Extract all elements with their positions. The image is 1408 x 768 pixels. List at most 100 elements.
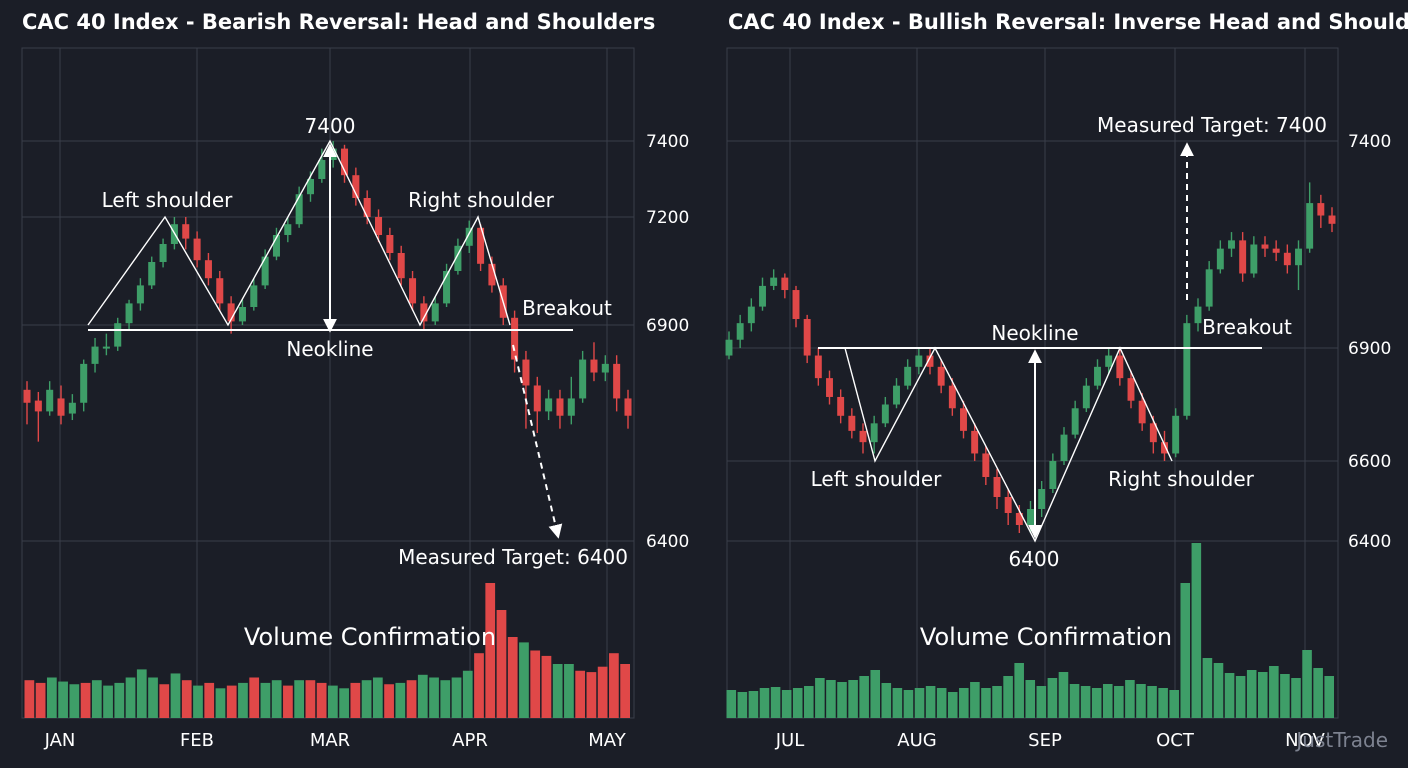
candle-body: [352, 175, 360, 198]
volume-bar: [485, 583, 496, 718]
candle-body: [148, 262, 156, 286]
candle-body: [272, 235, 280, 257]
volume-bar: [970, 682, 980, 718]
candle-body: [250, 285, 258, 307]
volume-bar: [215, 688, 226, 718]
volume-bar: [361, 680, 372, 718]
volume-bar: [1080, 686, 1091, 718]
volume-bar: [462, 670, 473, 718]
candle-body: [736, 323, 744, 340]
candle-body: [624, 398, 632, 416]
volume-bar: [193, 685, 203, 718]
volume-bar: [575, 670, 586, 718]
volume-bar: [1302, 650, 1312, 718]
candle-body: [1250, 244, 1258, 274]
candle-body: [993, 477, 1001, 497]
candle-body: [80, 363, 88, 403]
candle-body: [1082, 385, 1090, 409]
volume-bar: [936, 688, 947, 718]
volume-bar: [1047, 678, 1058, 718]
candle-body: [848, 415, 856, 431]
candle-body: [511, 317, 519, 360]
volume-bar: [597, 666, 608, 718]
volume-bar: [837, 682, 847, 718]
volume-bar: [46, 677, 57, 718]
x-tick-label: SEP: [1028, 730, 1062, 751]
volume-bar: [249, 677, 260, 718]
volume-bar: [848, 680, 858, 718]
candle-body: [204, 260, 212, 279]
x-tick-label: FEB: [180, 730, 214, 751]
volume-bar: [1191, 543, 1202, 718]
volume-bar: [305, 680, 316, 718]
y-tick-label: 7200: [646, 208, 689, 228]
watermark: JustTrade: [1296, 728, 1388, 752]
volume-bar: [609, 653, 619, 718]
candle-body: [261, 256, 269, 286]
candle-body: [1161, 442, 1168, 454]
candle-body: [915, 355, 923, 367]
volume-bar: [892, 688, 903, 718]
volume-bar: [58, 681, 68, 718]
candle-body: [363, 198, 371, 217]
volume-bar: [260, 682, 271, 718]
left-shoulder-label: Left shoulder: [811, 467, 943, 491]
volume-bar: [125, 677, 136, 718]
volume-bar: [1114, 686, 1124, 718]
candle-body: [488, 263, 496, 286]
candle-body: [34, 400, 42, 412]
candle-body: [114, 323, 122, 347]
candle-body: [545, 398, 553, 412]
candle-body: [454, 245, 462, 271]
x-tick-label: JUL: [775, 730, 805, 751]
chart-title-bearish: CAC 40 Index - Bearish Reversal: Head an…: [22, 10, 656, 34]
candle-body: [477, 227, 485, 264]
volume-bar: [1246, 670, 1257, 718]
candle-body: [306, 179, 315, 195]
candle-body: [601, 363, 609, 373]
candle-body: [193, 238, 201, 261]
left-shoulder-label: Left shoulder: [102, 188, 234, 212]
volume-bar: [440, 680, 451, 718]
candle-body: [1149, 423, 1157, 443]
volume-bar: [1014, 663, 1024, 718]
candle-body: [948, 385, 956, 409]
volume-bar: [384, 684, 394, 718]
volume-bar: [339, 688, 349, 718]
candle-body: [870, 423, 878, 443]
y-tick-label: 6900: [646, 316, 689, 336]
y-tick-label: 6600: [1348, 452, 1391, 472]
y-tick-label: 6400: [646, 532, 689, 552]
volume-bar: [417, 674, 428, 718]
volume-bar: [69, 684, 80, 718]
candle-body: [375, 217, 383, 235]
candle-body: [1216, 248, 1224, 270]
candle-body: [386, 235, 394, 253]
volume-bar: [372, 677, 383, 718]
candle-body: [1049, 461, 1057, 489]
volume-bar: [1235, 676, 1246, 718]
candle-body: [1116, 355, 1124, 379]
volume-bar: [770, 687, 781, 718]
volume-bar: [91, 680, 102, 718]
candle-body: [792, 290, 800, 320]
volume-bar: [507, 637, 518, 718]
plot-frame: [21, 47, 635, 719]
volume-bar: [181, 680, 192, 718]
right-shoulder-label: Right shoulder: [408, 188, 555, 212]
right-shoulder-label: Right shoulder: [1108, 467, 1255, 491]
breakout-label: Breakout: [1202, 315, 1292, 339]
volume-bar: [552, 664, 563, 718]
volume-bar: [1147, 686, 1157, 718]
candle-body: [159, 244, 167, 262]
volume-bar: [451, 677, 462, 718]
volume-bar: [1091, 688, 1102, 718]
candle-body: [1015, 513, 1023, 525]
volume-bar: [914, 688, 925, 718]
volume-bar: [1291, 678, 1301, 718]
candle-body: [613, 363, 621, 399]
volume-bar: [80, 682, 91, 718]
volume-bar: [429, 677, 439, 718]
volume-bar: [148, 677, 158, 718]
volume-bar: [826, 680, 836, 718]
